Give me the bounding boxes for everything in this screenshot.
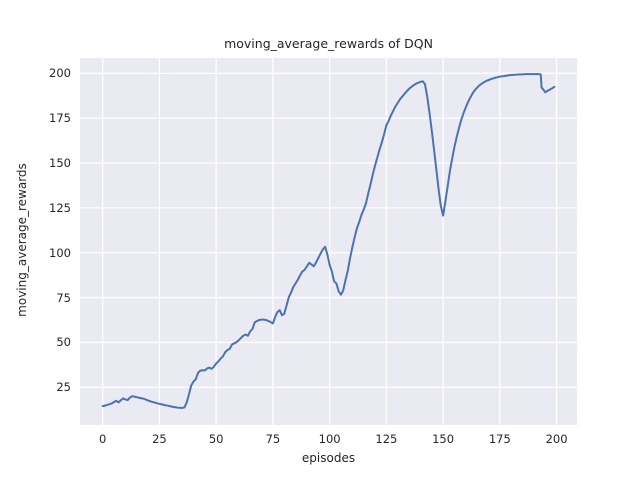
x-axis-label: episodes [301, 451, 356, 465]
x-tick-label: 75 [265, 432, 281, 446]
chart-title: moving_average_rewards of DQN [224, 36, 433, 51]
x-tick-label: 100 [318, 432, 341, 446]
x-tick-label: 25 [152, 432, 167, 446]
y-tick-label: 175 [49, 111, 71, 126]
y-axis-label: moving_average_rewards [15, 162, 29, 317]
plot-canvas [80, 58, 577, 425]
y-tick-label: 25 [56, 380, 71, 395]
x-tick-label: 50 [208, 432, 224, 446]
series-line [101, 73, 556, 409]
y-tick-label: 50 [56, 335, 71, 350]
y-tick-label: 200 [49, 66, 71, 81]
y-tick-label: 150 [49, 155, 71, 170]
x-tick-label: 150 [432, 432, 455, 446]
y-tick-label: 100 [49, 245, 71, 260]
y-tick-label: 125 [49, 200, 71, 215]
x-tick-label: 175 [488, 432, 511, 446]
x-tick-label: 200 [545, 432, 568, 446]
x-tick-label: 125 [375, 432, 398, 446]
y-tick-label: 75 [56, 290, 71, 305]
x-tick-label: 0 [99, 432, 107, 446]
plot-area [80, 58, 577, 425]
